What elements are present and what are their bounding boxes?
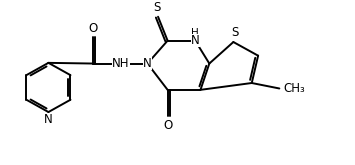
Text: CH₃: CH₃ [284, 82, 305, 95]
Text: NH: NH [112, 57, 130, 70]
Text: N: N [44, 113, 53, 126]
Text: O: O [164, 118, 173, 132]
Text: S: S [231, 26, 239, 39]
Text: O: O [89, 22, 98, 35]
Text: N: N [143, 57, 152, 70]
Text: S: S [154, 1, 161, 14]
Text: H: H [191, 28, 199, 38]
Text: N: N [191, 34, 200, 47]
